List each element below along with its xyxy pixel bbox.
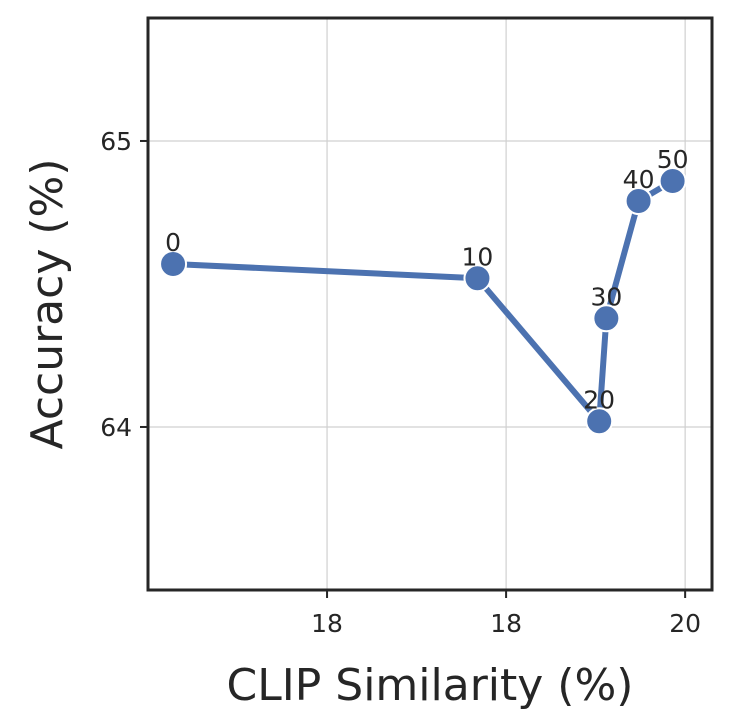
tick-labels: 18 18 20 64 65 <box>100 127 701 638</box>
y-tick-label: 65 <box>100 127 132 156</box>
x-axis-title: CLIP Similarity (%) <box>227 660 634 711</box>
data-point-label: 40 <box>623 165 655 194</box>
y-axis-title: Accuracy (%) <box>22 158 73 449</box>
ticks <box>140 139 687 598</box>
point-layer <box>159 167 687 436</box>
data-point-label: 10 <box>462 242 494 271</box>
data-point <box>624 187 653 216</box>
y-tick-label: 64 <box>100 413 132 442</box>
data-point-label: 0 <box>165 228 181 257</box>
data-point-label: 30 <box>590 282 622 311</box>
x-tick-label: 20 <box>669 609 701 638</box>
x-tick-label: 18 <box>311 609 343 638</box>
data-point-label: 20 <box>583 385 615 414</box>
data-point <box>463 264 492 293</box>
x-tick-label: 18 <box>490 609 522 638</box>
data-point <box>592 304 621 333</box>
data-point <box>159 249 188 278</box>
data-point <box>585 407 614 436</box>
plot-frame <box>146 16 714 592</box>
grid <box>148 18 712 590</box>
data-point <box>658 167 687 196</box>
data-point-label: 50 <box>657 145 689 174</box>
